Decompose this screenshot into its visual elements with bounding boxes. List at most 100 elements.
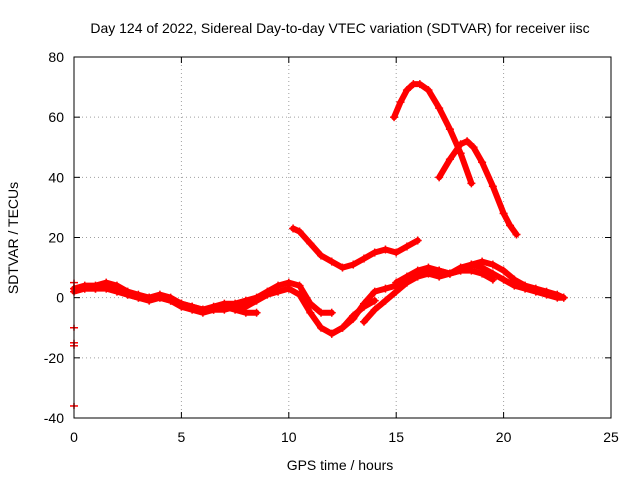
- data-point: [381, 284, 390, 293]
- data-point: [338, 323, 347, 332]
- data-point: [531, 287, 540, 296]
- data-point: [327, 257, 336, 266]
- data-point: [467, 179, 476, 188]
- data-point: [402, 242, 411, 251]
- data-point: [327, 329, 336, 338]
- data-point: [463, 137, 472, 146]
- data-point: [123, 290, 132, 299]
- data-point: [499, 275, 508, 284]
- data-point: [102, 284, 111, 293]
- data-point: [506, 221, 515, 230]
- series-track-3: [71, 285, 260, 316]
- data-point: [381, 245, 390, 254]
- data-point: [488, 260, 497, 269]
- data-point: [349, 260, 358, 269]
- data-point: [402, 272, 411, 281]
- series-track-8: [391, 81, 475, 187]
- data-point: [370, 248, 379, 257]
- data-point: [542, 290, 551, 299]
- data-point: [456, 263, 465, 272]
- data-point: [370, 296, 379, 305]
- data-point: [521, 284, 530, 293]
- data-point: [392, 287, 401, 296]
- data-point: [415, 80, 424, 89]
- data-point: [220, 302, 229, 311]
- data-point: [370, 305, 379, 314]
- data-point: [317, 251, 326, 260]
- data-point: [381, 296, 390, 305]
- data-point: [252, 308, 261, 317]
- data-point: [370, 287, 379, 296]
- data-point: [295, 227, 304, 236]
- data-point: [488, 269, 497, 278]
- data-point: [295, 290, 304, 299]
- data-point: [402, 86, 411, 95]
- series-track-4: [290, 225, 421, 271]
- data-point: [396, 98, 405, 107]
- data-point: [295, 281, 304, 290]
- data-point: [241, 308, 250, 317]
- data-point: [80, 284, 89, 293]
- data-point: [435, 266, 444, 275]
- data-point: [435, 104, 444, 113]
- data-point: [456, 140, 465, 149]
- y-axis-label: SDTVAR / TECUs: [5, 182, 21, 294]
- data-point: [274, 287, 283, 296]
- data-point: [559, 293, 568, 302]
- data-point: [263, 290, 272, 299]
- data-point: [359, 317, 368, 326]
- x-tick-label: 20: [496, 429, 512, 445]
- y-tick-label: -40: [44, 410, 64, 426]
- data-point: [209, 305, 218, 314]
- data-point: [510, 281, 519, 290]
- data-series: [70, 80, 568, 409]
- data-point: [112, 287, 121, 296]
- data-point: [456, 149, 465, 158]
- data-point: [392, 248, 401, 257]
- x-tick-label: 15: [388, 429, 404, 445]
- data-point: [445, 125, 454, 134]
- x-tick-label: 0: [70, 429, 78, 445]
- data-point: [390, 113, 399, 122]
- data-point: [338, 263, 347, 272]
- data-point: [488, 182, 497, 191]
- data-point: [317, 308, 326, 317]
- y-tick-label: -20: [44, 350, 64, 366]
- grid-lines: [74, 57, 611, 418]
- y-tick-label: 40: [48, 169, 64, 185]
- data-point: [177, 299, 186, 308]
- data-point: [231, 305, 240, 314]
- data-point: [289, 224, 298, 233]
- data-point: [306, 239, 315, 248]
- data-point: [467, 260, 476, 269]
- chart-title: Day 124 of 2022, Sidereal Day-to-day VTE…: [90, 20, 589, 36]
- y-tick-label: 80: [48, 49, 64, 65]
- data-point: [359, 299, 368, 308]
- y-tick-label: 60: [48, 109, 64, 125]
- data-point: [392, 278, 401, 287]
- x-tick-label: 5: [178, 429, 186, 445]
- data-point: [499, 266, 508, 275]
- data-point: [134, 293, 143, 302]
- data-point: [469, 143, 478, 152]
- data-point: [317, 323, 326, 332]
- data-point: [349, 314, 358, 323]
- data-point: [327, 308, 336, 317]
- data-point: [413, 236, 422, 245]
- data-point: [445, 155, 454, 164]
- x-tick-label: 25: [603, 429, 619, 445]
- data-point: [198, 305, 207, 314]
- data-point: [478, 158, 487, 167]
- data-point: [284, 284, 293, 293]
- plot-frame: [73, 56, 612, 419]
- data-point: [188, 302, 197, 311]
- data-point: [499, 209, 508, 218]
- data-point: [478, 263, 487, 272]
- series-track-7: [393, 261, 567, 301]
- series-track-9: [436, 138, 520, 238]
- x-tick-label: 10: [281, 429, 297, 445]
- data-point: [359, 254, 368, 263]
- data-point: [512, 230, 521, 239]
- data-point: [413, 266, 422, 275]
